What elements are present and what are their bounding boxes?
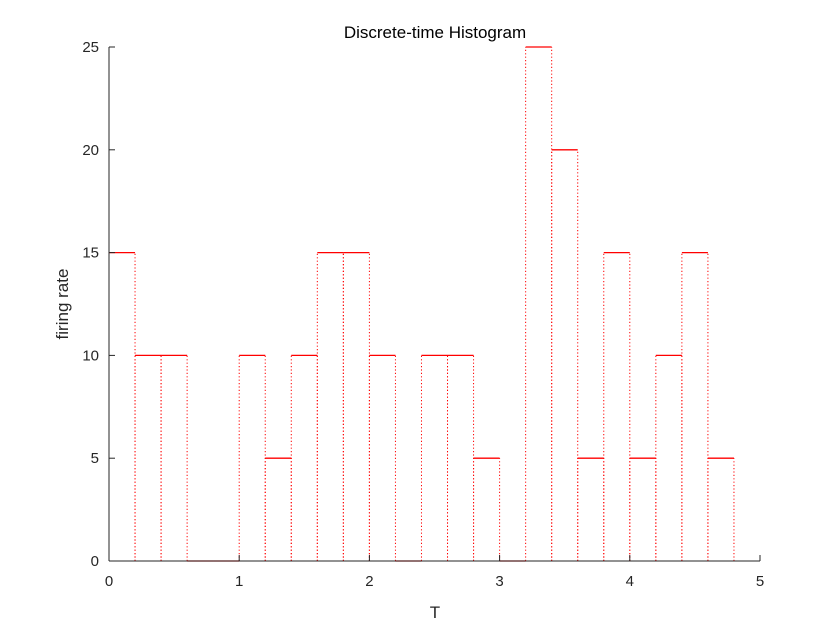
- y-tick-label: 10: [82, 347, 99, 364]
- histogram-bar: [551, 149, 579, 561]
- x-tick-label: 4: [626, 573, 634, 590]
- x-tick-label: 5: [756, 573, 764, 590]
- histogram-bar: [603, 251, 631, 561]
- histogram-bar: [420, 354, 449, 561]
- y-axis-ticks: 0 5 10 15 20 25: [82, 39, 115, 570]
- histogram-bar: [316, 251, 344, 561]
- y-tick-label: 20: [82, 142, 99, 159]
- y-axis-label: firing rate: [53, 269, 72, 340]
- y-tick-label: 15: [82, 245, 99, 262]
- x-axis-ticks: 0 1 2 3 4 5: [105, 555, 764, 590]
- histogram-bar: [525, 46, 553, 561]
- x-tick-label: 1: [235, 573, 243, 590]
- histogram-bar: [264, 457, 292, 561]
- histogram-bar: [655, 354, 683, 561]
- x-tick-label: 2: [365, 573, 373, 590]
- histogram-bar: [473, 457, 501, 561]
- histogram-bar: [108, 251, 136, 561]
- x-tick-label: 3: [495, 573, 503, 590]
- axes: [108, 47, 760, 562]
- histogram-bar: [290, 354, 318, 561]
- y-tick-label: 5: [91, 450, 99, 467]
- histogram-bar: [577, 457, 605, 561]
- x-axis-label: T: [430, 603, 440, 622]
- y-tick-label: 0: [91, 553, 99, 570]
- histogram-bar: [681, 251, 709, 561]
- histogram-bar: [447, 354, 475, 561]
- y-tick-label: 25: [82, 39, 99, 56]
- histogram-bar: [160, 354, 188, 561]
- histogram-bar: [368, 354, 396, 561]
- chart-title: Discrete-time Histogram: [344, 23, 526, 42]
- x-tick-label: 0: [105, 573, 113, 590]
- histogram-bar: [134, 354, 162, 561]
- histogram-bar: [342, 251, 370, 561]
- histogram-bars: [108, 46, 735, 562]
- histogram-bar: [629, 457, 657, 561]
- histogram-bar: [707, 457, 735, 561]
- histogram-bar: [238, 354, 266, 561]
